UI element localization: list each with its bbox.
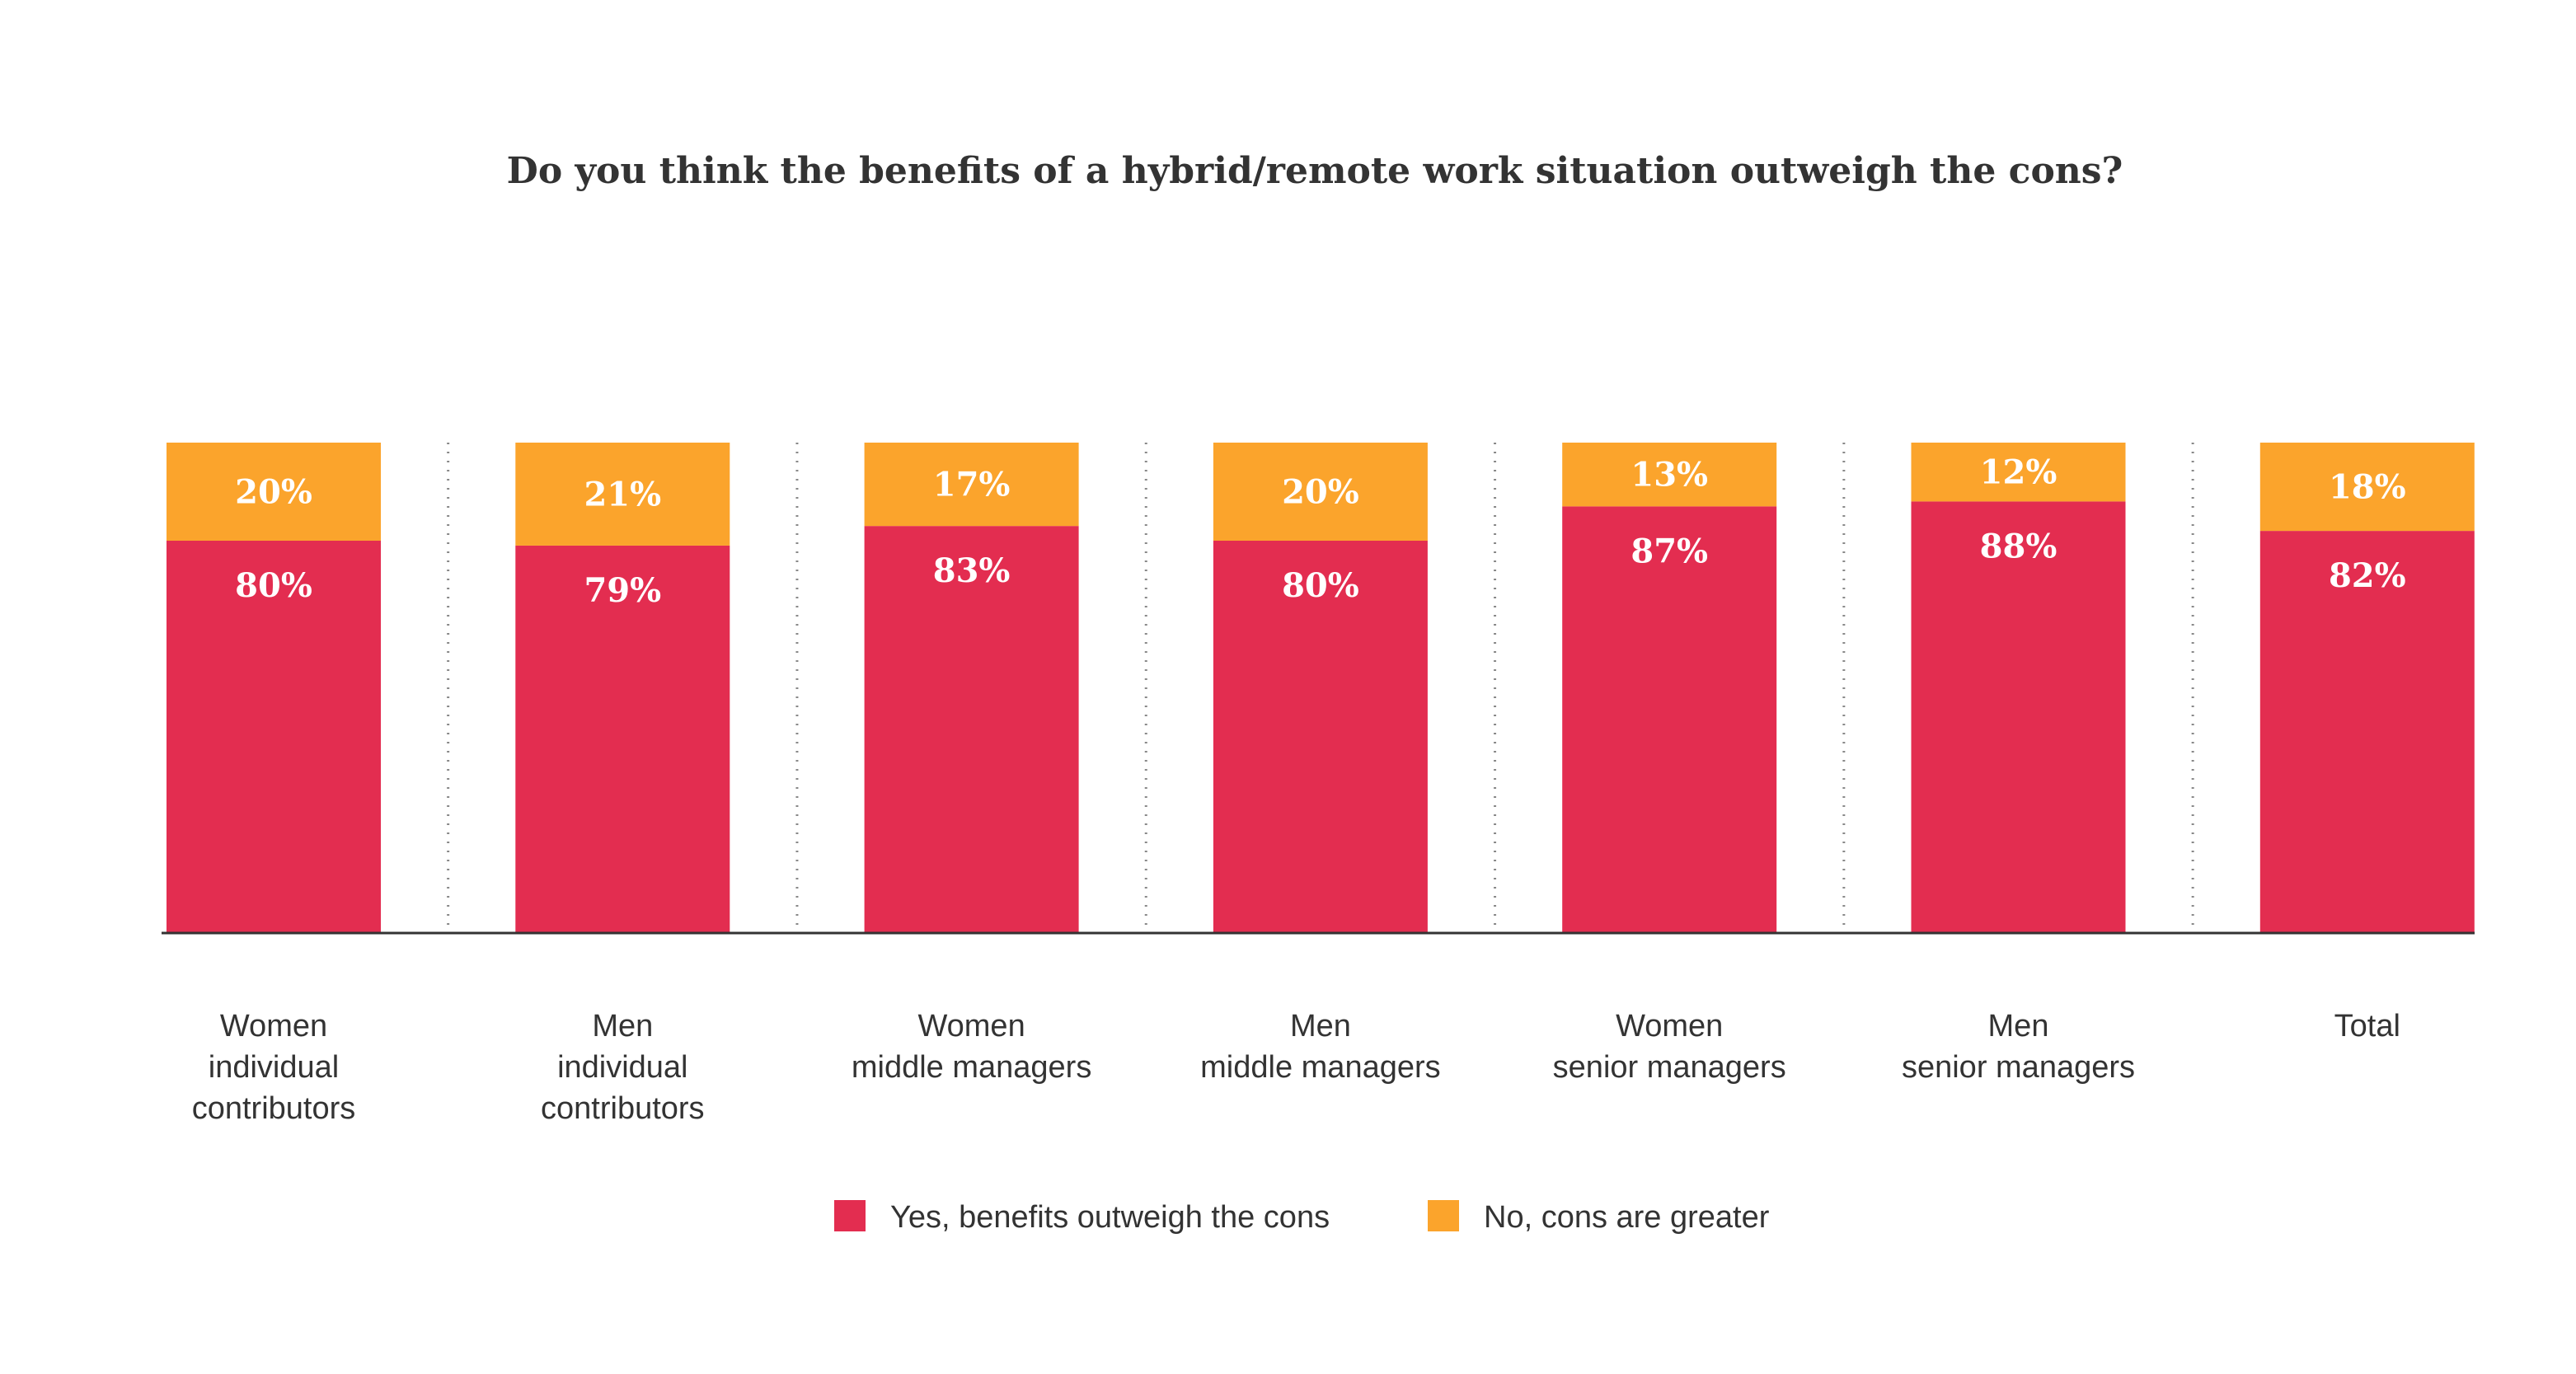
legend-label-yes: Yes, benefits outweigh the cons	[890, 1200, 1330, 1235]
category-label: Men middle managers	[1200, 1009, 1440, 1085]
chart-title: Do you think the benefits of a hybrid/re…	[507, 150, 2123, 192]
data-label-no: 21%	[584, 475, 661, 513]
category-label: Women senior managers	[1553, 1009, 1786, 1085]
separators	[447, 443, 2194, 933]
bar-no	[515, 443, 730, 546]
bar-no	[1213, 443, 1428, 541]
bar-no	[167, 443, 381, 541]
bar-yes	[1562, 506, 1777, 933]
bar-no	[2259, 443, 2475, 532]
category-label: Men senior managers	[1902, 1009, 2135, 1085]
bar-yes	[2259, 531, 2475, 933]
data-label-no: 20%	[1282, 473, 1359, 512]
data-label-no: 17%	[933, 466, 1011, 504]
legend-label-no: No, cons are greater	[1484, 1200, 1770, 1235]
data-labels: 20% 80% 21% 79% 17% 83% 20% 80% 13% 87% 12% 88% 18% 8…	[235, 453, 2405, 610]
bar-yes	[1213, 541, 1428, 933]
bar-yes	[1911, 501, 2126, 933]
category-label: Women middle managers	[852, 1009, 1091, 1085]
category-label: Women individual contributors	[192, 1009, 356, 1126]
data-label-yes: 87%	[1631, 532, 1708, 570]
data-label-yes: 82%	[2329, 556, 2406, 595]
bar-no	[1911, 443, 2126, 502]
legend: Yes, benefits outweigh the cons No, cons …	[834, 1200, 1770, 1235]
data-label-no: 13%	[1631, 456, 1708, 495]
data-label-yes: 80%	[1282, 566, 1359, 605]
bar-no	[1562, 443, 1777, 507]
bar-yes	[167, 541, 381, 933]
data-label-yes: 79%	[584, 571, 661, 610]
category-label: Men individual contributors	[541, 1009, 705, 1126]
bar-yes	[515, 545, 730, 933]
bars	[167, 443, 2475, 933]
data-label-no: 20%	[235, 473, 312, 512]
data-label-no: 18%	[2329, 468, 2406, 507]
bar-no	[864, 443, 1079, 527]
data-label-yes: 88%	[1980, 527, 2058, 565]
category-labels: Women individual contributors Men individual…	[192, 1009, 2400, 1126]
legend-swatch-yes	[834, 1200, 866, 1231]
data-label-yes: 83%	[933, 551, 1011, 590]
data-label-yes: 80%	[235, 566, 312, 605]
bar-yes	[864, 526, 1079, 933]
category-label: Total	[2334, 1009, 2400, 1043]
legend-swatch-no	[1428, 1200, 1459, 1231]
data-label-no: 12%	[1980, 453, 2058, 492]
